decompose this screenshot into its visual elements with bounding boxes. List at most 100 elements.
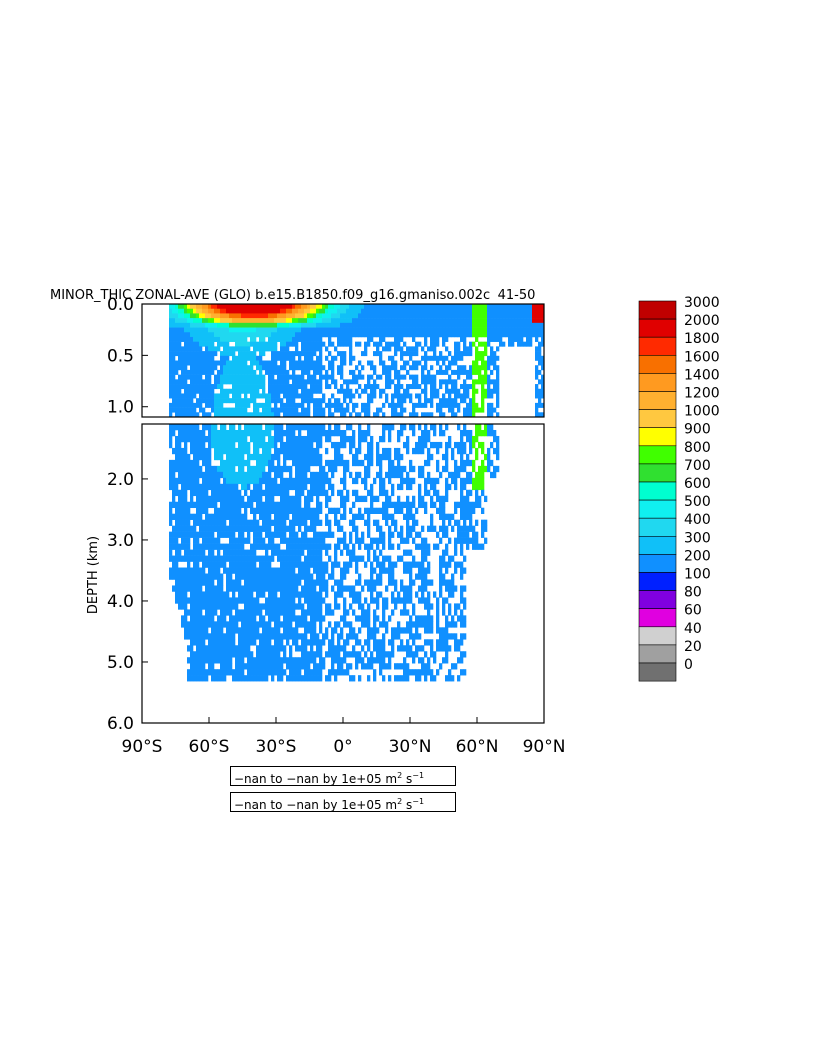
- heatmap-cell: [400, 471, 404, 479]
- heatmap-cell: [268, 561, 272, 568]
- heatmap-cell: [388, 471, 392, 479]
- heatmap-cell: [274, 304, 278, 310]
- heatmap-cell: [214, 336, 218, 342]
- heatmap-cell: [358, 308, 362, 314]
- heatmap-cell: [529, 308, 533, 314]
- heatmap-cell: [385, 346, 389, 352]
- heatmap-cell: [199, 609, 203, 616]
- heatmap-cell: [280, 424, 284, 431]
- heatmap-cell: [238, 567, 242, 574]
- heatmap-cell: [313, 603, 317, 610]
- heatmap-cell: [238, 365, 242, 371]
- heatmap-cell: [451, 412, 455, 418]
- heatmap-cell: [277, 525, 281, 532]
- heatmap-cell: [214, 424, 218, 431]
- heatmap-cell: [220, 579, 224, 586]
- heatmap-cell: [313, 459, 317, 467]
- heatmap-cell: [502, 313, 506, 319]
- heatmap-cell: [418, 633, 422, 640]
- heatmap-cell: [187, 573, 191, 580]
- heatmap-cell: [193, 603, 197, 610]
- heatmap-cell: [268, 322, 272, 328]
- heatmap-cell: [415, 332, 419, 338]
- heatmap-cell: [199, 585, 203, 592]
- heatmap-cell: [337, 313, 341, 319]
- heatmap-cell: [169, 308, 173, 314]
- heatmap-cell: [361, 603, 365, 610]
- heatmap-cell: [289, 627, 293, 634]
- heatmap-cell: [265, 597, 269, 604]
- heatmap-cell: [385, 398, 389, 404]
- heatmap-cell: [190, 495, 194, 503]
- heatmap-cell: [256, 579, 260, 586]
- heatmap-cell: [304, 621, 308, 628]
- heatmap-cell: [286, 447, 290, 455]
- heatmap-cell: [541, 318, 545, 324]
- heatmap-cell: [307, 429, 311, 437]
- heatmap-cell: [331, 507, 335, 514]
- heatmap-cell: [349, 424, 353, 431]
- heatmap-cell: [478, 407, 482, 413]
- heatmap-cell: [211, 313, 215, 319]
- heatmap-cell: [202, 308, 206, 314]
- heatmap-cell: [265, 519, 269, 526]
- heatmap-cell: [400, 501, 404, 509]
- heatmap-cell: [223, 597, 227, 604]
- heatmap-cell: [190, 398, 194, 404]
- heatmap-cell: [391, 579, 395, 586]
- heatmap-cell: [397, 384, 401, 390]
- heatmap-cell: [382, 447, 386, 455]
- heatmap-cell: [292, 374, 296, 380]
- heatmap-cell: [319, 424, 323, 431]
- heatmap-cell: [277, 645, 281, 652]
- heatmap-cell: [394, 603, 398, 610]
- heatmap-cell: [178, 322, 182, 328]
- heatmap-cell: [271, 489, 275, 497]
- heatmap-cell: [427, 603, 431, 610]
- heatmap-cell: [367, 555, 371, 562]
- heatmap-cell: [361, 663, 365, 670]
- heatmap-cell: [397, 379, 401, 385]
- heatmap-cell: [229, 318, 233, 324]
- heatmap-cell: [367, 447, 371, 455]
- heatmap-cell: [424, 318, 428, 324]
- heatmap-cell: [238, 355, 242, 361]
- heatmap-cell: [301, 531, 305, 538]
- heatmap-cell: [223, 441, 227, 449]
- heatmap-cell: [274, 543, 278, 550]
- heatmap-cell: [274, 483, 278, 491]
- heatmap-cell: [349, 336, 353, 342]
- heatmap-cell: [235, 567, 239, 574]
- heatmap-cell: [172, 489, 176, 497]
- heatmap-cell: [421, 402, 425, 408]
- heatmap-cell: [361, 555, 365, 562]
- heatmap-cell: [418, 447, 422, 455]
- heatmap-cell: [415, 651, 419, 658]
- heatmap-cell: [184, 424, 188, 431]
- heatmap-cell: [424, 336, 428, 342]
- heatmap-cell: [283, 597, 287, 604]
- heatmap-cell: [265, 332, 269, 338]
- heatmap-cell: [367, 525, 371, 532]
- heatmap-cell: [343, 304, 347, 310]
- heatmap-cell: [268, 495, 272, 503]
- heatmap-cell: [268, 555, 272, 562]
- heatmap-cell: [217, 453, 221, 461]
- heatmap-cell: [478, 351, 482, 357]
- heatmap-cell: [217, 585, 221, 592]
- heatmap-cell: [394, 346, 398, 352]
- heatmap-cell: [220, 603, 224, 610]
- heatmap-cell: [277, 384, 281, 390]
- heatmap-cell: [532, 318, 536, 324]
- heatmap-cell: [379, 489, 383, 497]
- heatmap-cell: [322, 304, 326, 310]
- heatmap-cell: [517, 318, 521, 324]
- heatmap-cell: [307, 379, 311, 385]
- heatmap-cell: [400, 597, 404, 604]
- heatmap-cell: [190, 627, 194, 634]
- heatmap-cell: [205, 412, 209, 418]
- heatmap-cell: [193, 429, 197, 437]
- heatmap-cell: [202, 621, 206, 628]
- heatmap-cell: [253, 393, 257, 399]
- heatmap-cell: [301, 388, 305, 394]
